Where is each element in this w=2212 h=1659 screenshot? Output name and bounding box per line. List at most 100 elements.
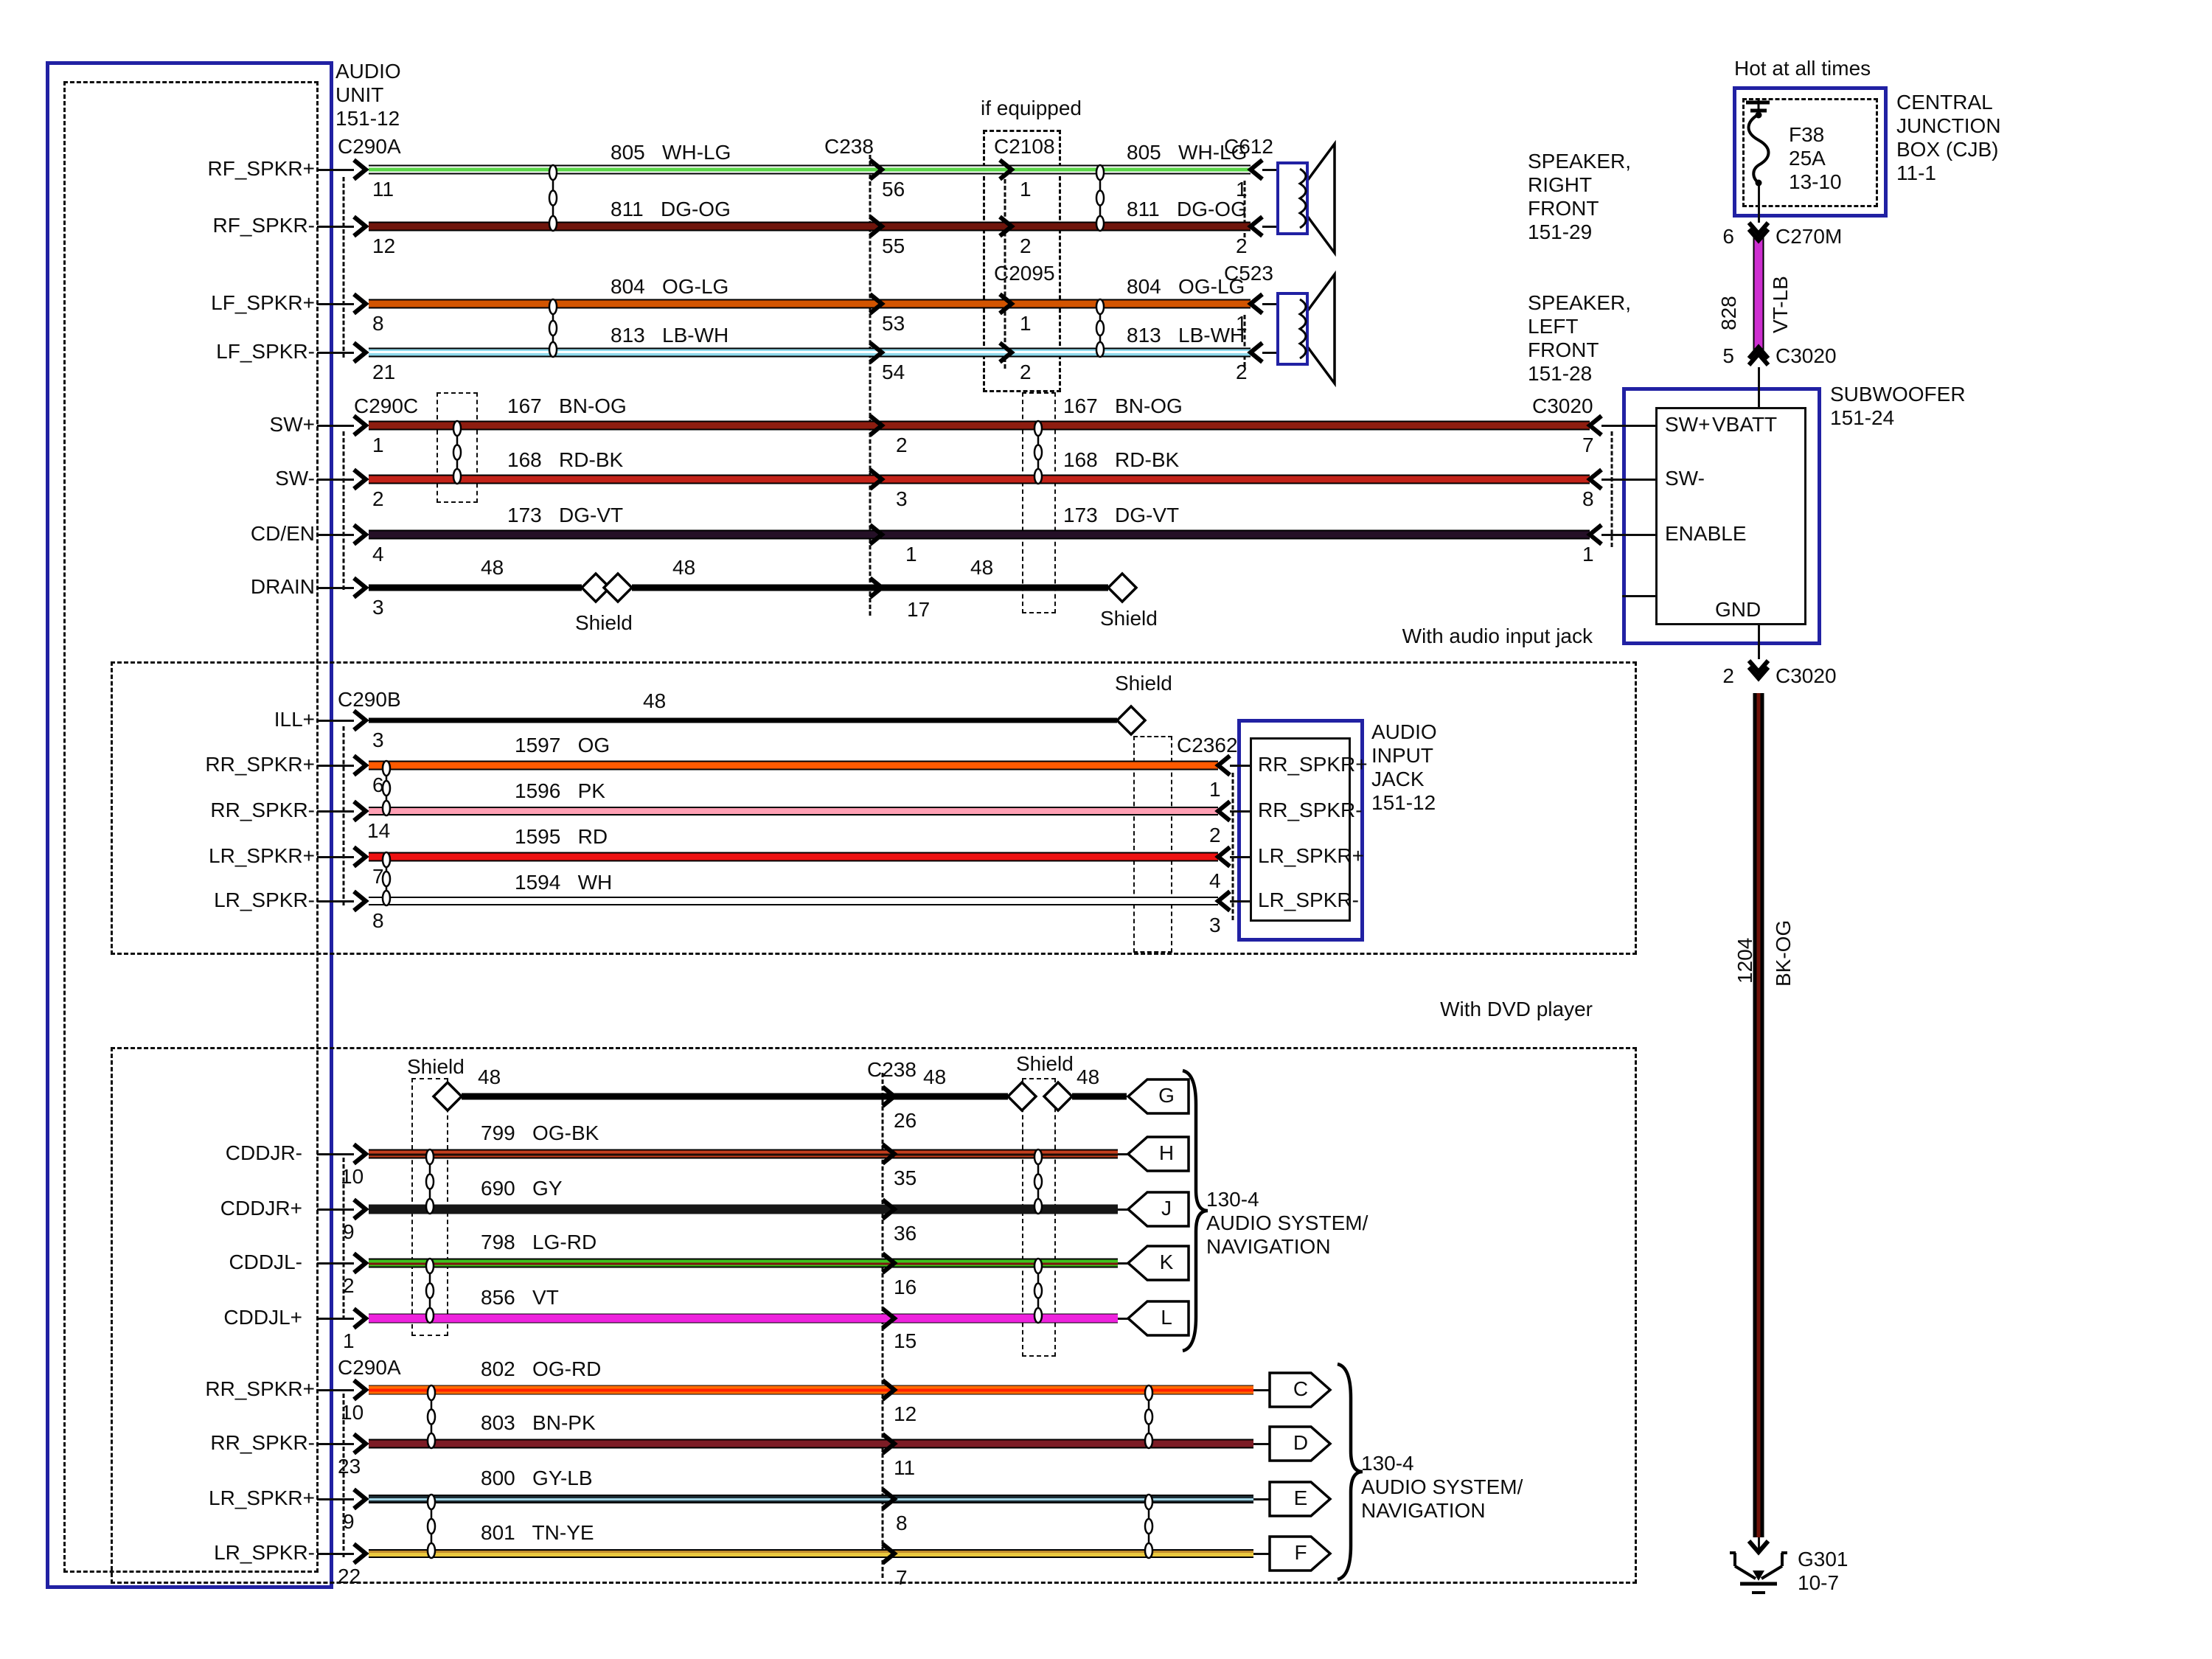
terminal-label: SW- xyxy=(1665,467,1705,490)
connector-chevron-icon xyxy=(881,1142,898,1166)
twisted-pair-icon xyxy=(548,341,558,358)
wire-label: 802 OG-RD xyxy=(481,1357,602,1380)
wire-bnog xyxy=(369,420,1590,431)
pin-number: 1 xyxy=(1582,543,1594,566)
wire-vtlb xyxy=(1753,234,1764,354)
pin-number: 12 xyxy=(372,234,396,257)
speaker-icon xyxy=(1306,139,1336,257)
connector-chevron-icon xyxy=(1586,414,1603,437)
component-label: JACK xyxy=(1371,768,1425,790)
pin-number: 6 xyxy=(1722,225,1734,248)
twisted-pair-icon xyxy=(1095,341,1105,358)
pin-number: 4 xyxy=(1209,869,1221,892)
connector-chevron-icon xyxy=(881,1487,898,1511)
terminal-label: RR_SPKR- xyxy=(1258,799,1363,821)
twisted-pair-icon xyxy=(548,189,558,206)
wire-rdbk xyxy=(369,474,1590,484)
twisted-pair-icon xyxy=(1144,1408,1154,1425)
connection-line xyxy=(1253,1498,1273,1500)
wire-tnye xyxy=(369,1549,1253,1558)
ground-label: 10-7 xyxy=(1798,1571,1840,1594)
connection-line xyxy=(317,1498,354,1500)
connection-line xyxy=(1230,856,1252,858)
pin-number: 54 xyxy=(882,361,905,383)
component-label: FRONT xyxy=(1528,197,1599,220)
wire-label: 856 VT xyxy=(481,1286,559,1309)
wire-label: VT-LB xyxy=(1769,276,1792,333)
pin-number: 7 xyxy=(1582,434,1594,456)
pin-number: 3 xyxy=(372,728,384,751)
connector-chevron-icon xyxy=(1747,344,1770,360)
connector-chevron-icon xyxy=(352,215,369,238)
wire-label: 803 BN-PK xyxy=(481,1411,596,1434)
component-label: 11-1 xyxy=(1896,161,1936,184)
wire-og xyxy=(369,760,1218,771)
connector-label: C612 xyxy=(1224,135,1273,158)
section-label: With audio input jack xyxy=(1402,625,1593,647)
connection-line xyxy=(317,856,354,858)
twisted-pair-icon xyxy=(452,467,462,485)
connector-chevron-icon xyxy=(1747,221,1770,237)
component-label: 151-28 xyxy=(1528,362,1593,385)
shield-diamond-icon xyxy=(431,1080,464,1113)
connector-chevron-icon xyxy=(881,1378,898,1402)
wire-label: 800 GY-LB xyxy=(481,1467,593,1489)
fuse-icon xyxy=(1755,111,1762,119)
pin-number: 6 xyxy=(372,773,384,796)
wire-label: 813 LB-WH xyxy=(1127,324,1245,347)
pin-number: 1 xyxy=(1209,778,1221,801)
connector-chevron-icon xyxy=(352,799,369,823)
wire-dgog xyxy=(369,221,1251,232)
twisted-pair-icon xyxy=(426,1384,437,1402)
pin-number: 9 xyxy=(343,1220,355,1243)
wire-label: 828 xyxy=(1717,296,1740,330)
connector-arrow-icon xyxy=(1126,1191,1190,1228)
twisted-pair-icon xyxy=(425,1257,435,1275)
shield-label: Shield xyxy=(1115,672,1172,695)
connector-dashed-line xyxy=(1243,315,1246,366)
connector-chevron-icon xyxy=(881,1085,898,1108)
wire-oglg xyxy=(369,299,1251,309)
connector-label: C290C xyxy=(354,394,419,417)
pin-number: 4 xyxy=(372,543,384,566)
connection-line xyxy=(1601,425,1655,427)
note: if equipped xyxy=(981,97,1082,119)
wire-dgvt xyxy=(369,529,1590,540)
component-label: UNIT xyxy=(335,83,384,106)
connection-line xyxy=(1758,625,1760,659)
speaker-coil-icon xyxy=(1298,167,1307,229)
component-label: SUBWOOFER xyxy=(1830,383,1966,406)
pin-number: 11 xyxy=(894,1456,916,1479)
connector-label: C3020 xyxy=(1775,664,1837,687)
component-label: FRONT xyxy=(1528,338,1599,361)
connector-chevron-icon xyxy=(869,158,886,181)
connector-chevron-icon xyxy=(1747,350,1770,366)
twisted-pair-icon xyxy=(1033,1307,1043,1324)
component-label: AUDIO xyxy=(1371,720,1437,743)
connection-line xyxy=(1758,1537,1760,1554)
connector-chevron-icon xyxy=(1247,158,1264,181)
fuse-label: 13-10 xyxy=(1789,170,1842,193)
pin-number: 2 xyxy=(343,1274,355,1297)
connection-line xyxy=(1262,303,1281,305)
connection-line xyxy=(1262,226,1281,228)
signal-label: RR_SPKR- xyxy=(210,1431,315,1454)
signal-label: SW+ xyxy=(269,413,315,436)
wire-label: 801 TN-YE xyxy=(481,1521,594,1544)
component-label: NAVIGATION xyxy=(1206,1235,1331,1258)
twisted-pair-icon xyxy=(1033,1197,1043,1215)
twisted-pair-icon xyxy=(1144,1384,1154,1402)
connector-label: C290A xyxy=(338,135,401,158)
connector-chevron-icon xyxy=(881,1251,898,1275)
connection-line xyxy=(317,479,354,481)
connector-pin-letter: D xyxy=(1293,1431,1309,1454)
twisted-pair-icon xyxy=(381,889,392,907)
connector-label: C2108 xyxy=(994,135,1055,158)
connector-chevron-icon xyxy=(998,158,1015,181)
signal-label: LR_SPKR+ xyxy=(209,1486,315,1509)
twisted-pair-icon xyxy=(1033,420,1043,437)
connector-chevron-icon xyxy=(352,523,369,546)
connector-label: C3020 xyxy=(1775,344,1837,367)
twisted-pair-icon xyxy=(426,1408,437,1425)
wire-label: 690 GY xyxy=(481,1177,563,1200)
